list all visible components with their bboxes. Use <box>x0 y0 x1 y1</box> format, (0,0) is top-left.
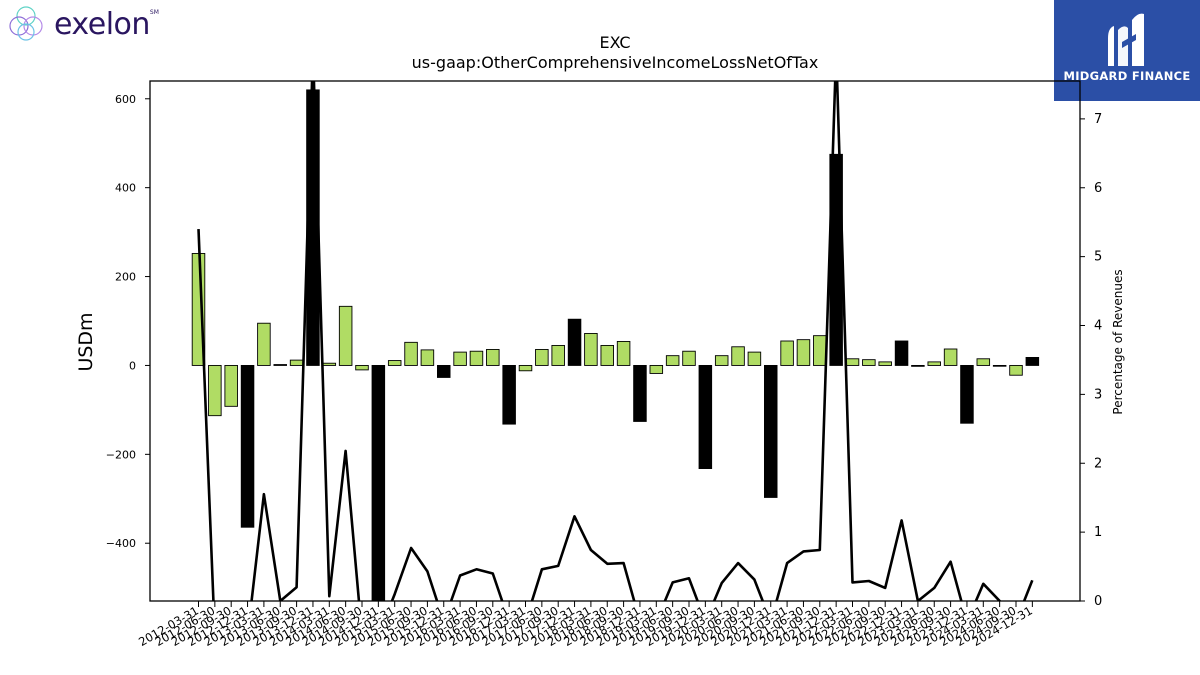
bar <box>747 351 762 366</box>
bar <box>649 364 664 374</box>
midgard-finance-logo: MIDGARD FINANCE <box>1054 0 1200 101</box>
bar <box>224 364 238 407</box>
midgard-finance-text: MIDGARD FINANCE <box>1063 69 1191 83</box>
bar <box>616 340 631 366</box>
line-series <box>197 81 1034 601</box>
chart-title: EXC <box>599 33 630 52</box>
exelon-logo-mark: SM <box>149 8 159 16</box>
bar <box>584 332 598 366</box>
bar <box>535 348 549 366</box>
y-tick-label: 400 <box>115 182 136 195</box>
midgard-finance-m-icon <box>1108 13 1144 67</box>
bar <box>404 341 418 366</box>
bar <box>567 318 582 366</box>
bar <box>355 364 369 371</box>
bar <box>257 322 271 366</box>
exelon-logo-text: exelon <box>54 6 150 42</box>
y-tick-label: 600 <box>115 93 136 106</box>
bar-series <box>191 89 1040 601</box>
bar <box>1025 356 1040 366</box>
chart-subtitle: us-gaap:OtherComprehensiveIncomeLossNetO… <box>412 53 819 72</box>
y-tick-label: 0 <box>129 359 136 372</box>
y2-tick-label: 0 <box>1094 594 1102 609</box>
bar <box>878 361 892 366</box>
bar <box>551 344 565 366</box>
bar <box>813 335 827 366</box>
bar <box>992 364 1007 367</box>
bar <box>927 361 942 366</box>
line-series-group <box>197 81 1034 601</box>
bar <box>911 364 925 367</box>
plot-frame <box>149 80 1081 602</box>
bar <box>731 346 745 366</box>
y2-tick-label: 6 <box>1094 181 1102 196</box>
y-tick-label: −400 <box>106 537 136 550</box>
bar <box>289 359 304 366</box>
bar <box>371 364 386 601</box>
bar <box>1009 364 1023 376</box>
bar <box>665 355 680 366</box>
bar <box>862 359 876 366</box>
bar <box>518 364 533 372</box>
bar <box>502 364 516 425</box>
bar <box>240 364 255 528</box>
bar <box>894 340 909 366</box>
exelon-logo: exelon SM <box>6 4 159 44</box>
bar <box>208 364 222 417</box>
bar <box>764 364 778 498</box>
y2-tick-label: 2 <box>1094 456 1102 471</box>
bar <box>633 364 647 422</box>
bar <box>698 364 713 470</box>
y2-tick-label: 5 <box>1094 250 1102 265</box>
bar <box>796 339 811 366</box>
bar <box>943 348 958 366</box>
bar <box>273 364 288 366</box>
bar <box>453 351 467 366</box>
bar <box>338 305 353 366</box>
bar <box>469 350 484 366</box>
y2-tick-label: 4 <box>1094 319 1102 334</box>
bar <box>780 340 794 366</box>
bar <box>960 364 974 424</box>
bar <box>387 360 402 366</box>
y-axis-label: USDm <box>75 312 97 371</box>
bar <box>976 358 991 366</box>
bar <box>845 358 860 366</box>
bar <box>682 350 696 366</box>
y2-tick-label: 7 <box>1094 112 1102 127</box>
bar <box>420 349 435 366</box>
y2-tick-label: 1 <box>1094 525 1102 540</box>
exelon-flower-icon <box>9 6 43 41</box>
y-tick-label: −200 <box>106 448 136 461</box>
bar <box>437 364 451 378</box>
y2-tick-label: 3 <box>1094 387 1102 402</box>
bar <box>322 362 337 366</box>
y-tick-label: 200 <box>115 271 136 284</box>
y2-axis-label: Percentage of Revenues <box>1111 269 1125 414</box>
bar <box>486 348 500 366</box>
bar <box>714 355 729 366</box>
plot-area: 6004002000−200−400765432102012-03-312012… <box>106 80 1102 649</box>
bar <box>600 344 615 366</box>
